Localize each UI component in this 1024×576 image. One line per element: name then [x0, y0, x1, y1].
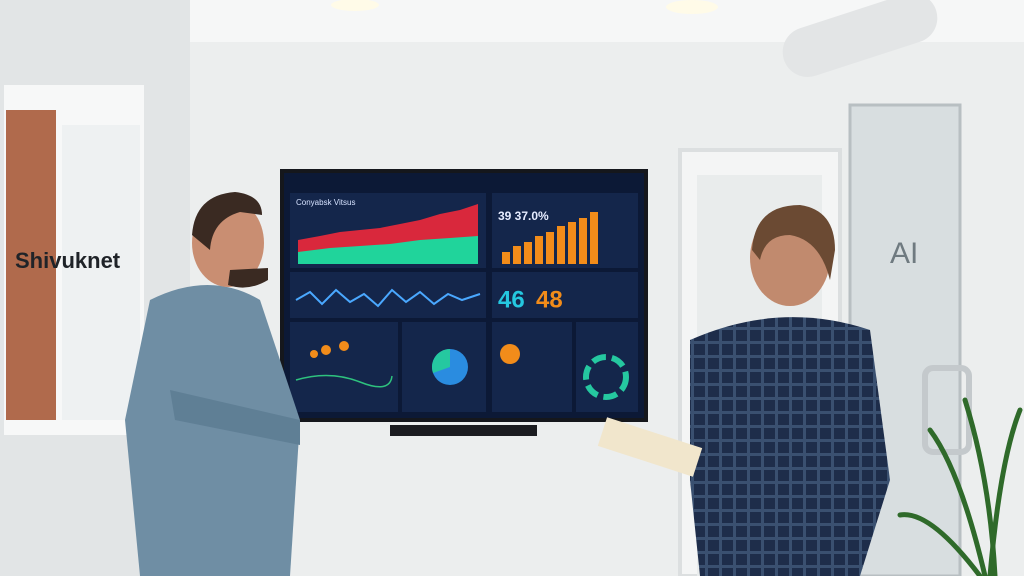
duct: [782, 0, 938, 77]
donut-chart: [583, 354, 629, 400]
revenue-chart: [298, 204, 478, 264]
ceiling-light: [666, 0, 718, 14]
plant: [897, 397, 1023, 576]
door-sign: AI: [890, 237, 918, 270]
window-sign: Shivuknet: [15, 248, 121, 273]
person-left: [125, 192, 300, 576]
gauge: [500, 344, 520, 364]
pie-chart: [431, 349, 468, 385]
dashboard-title: Conyabsk Vitsus: [296, 198, 355, 207]
orange-bars: [502, 212, 598, 264]
kpi-value: 46: [498, 286, 525, 313]
soundbar: [390, 425, 537, 436]
window-glass: [62, 125, 140, 420]
clipboard: [597, 417, 703, 477]
person-right: [597, 205, 890, 576]
dashboard-headline: 39 37.0%: [498, 209, 549, 223]
ceiling-light: [331, 0, 379, 11]
wave-chart: [295, 288, 481, 308]
brick-view: [6, 110, 56, 420]
kpi-value: 48: [536, 286, 563, 313]
scatter-chart: [295, 341, 393, 388]
